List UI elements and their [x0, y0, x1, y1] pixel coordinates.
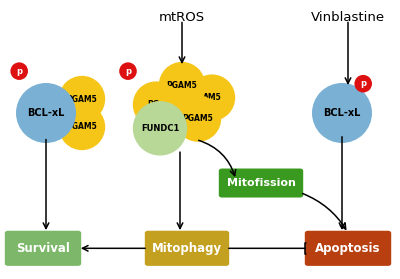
- Text: Mitofission: Mitofission: [226, 178, 296, 188]
- FancyBboxPatch shape: [305, 231, 391, 266]
- FancyBboxPatch shape: [5, 231, 81, 266]
- Ellipse shape: [119, 62, 137, 80]
- FancyBboxPatch shape: [145, 231, 229, 266]
- Text: PGAM5: PGAM5: [67, 122, 97, 131]
- Ellipse shape: [354, 75, 372, 93]
- Ellipse shape: [16, 83, 76, 143]
- Ellipse shape: [189, 74, 235, 121]
- Text: BCL-xL: BCL-xL: [27, 108, 65, 118]
- Text: Apoptosis: Apoptosis: [315, 242, 381, 255]
- Text: FUNDC1: FUNDC1: [141, 124, 179, 133]
- Text: Vinblastine: Vinblastine: [311, 11, 385, 24]
- Ellipse shape: [133, 101, 187, 155]
- Text: p: p: [125, 67, 131, 76]
- Ellipse shape: [133, 81, 179, 128]
- Text: BCL-xL: BCL-xL: [323, 108, 361, 118]
- Ellipse shape: [159, 62, 205, 108]
- Text: AM5: AM5: [203, 93, 221, 102]
- Text: PGAM5: PGAM5: [183, 114, 213, 123]
- Text: PGAM5: PGAM5: [167, 81, 197, 90]
- Text: p: p: [360, 79, 366, 88]
- Ellipse shape: [175, 95, 221, 142]
- Text: Survival: Survival: [16, 242, 70, 255]
- Ellipse shape: [10, 62, 28, 80]
- Text: p: p: [16, 67, 22, 76]
- Text: Mitophagy: Mitophagy: [152, 242, 222, 255]
- Text: PGAM5: PGAM5: [67, 95, 97, 104]
- Ellipse shape: [59, 104, 105, 150]
- Text: mtROS: mtROS: [159, 11, 205, 24]
- Ellipse shape: [59, 76, 105, 122]
- Ellipse shape: [312, 83, 372, 143]
- Text: PGn: PGn: [147, 100, 165, 109]
- FancyBboxPatch shape: [219, 169, 303, 198]
